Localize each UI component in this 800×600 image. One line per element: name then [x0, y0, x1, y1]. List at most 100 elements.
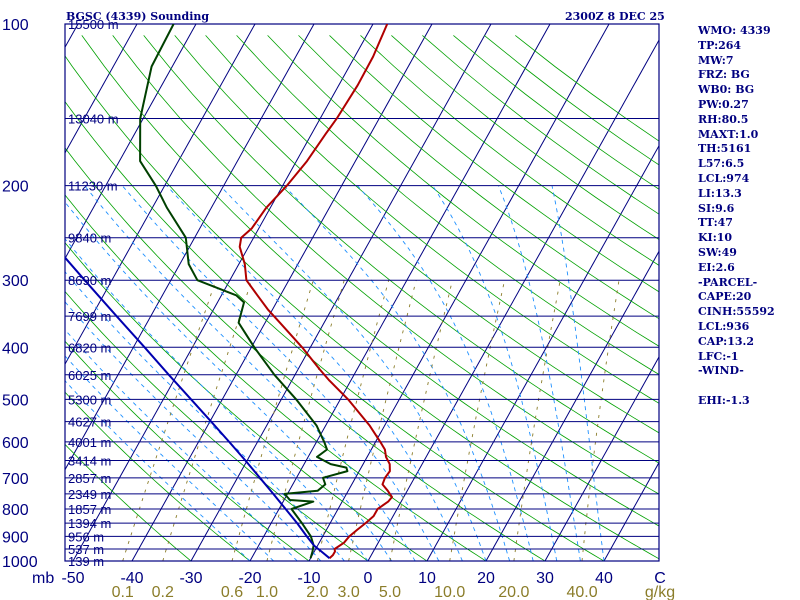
mixing-ratio-tick-label: 10.0 — [434, 584, 465, 600]
height-label: 15500 m — [68, 17, 119, 32]
index-line: CINH:55592 — [698, 305, 775, 319]
height-label: 9840 m — [68, 231, 111, 246]
pressure-tick-label: 1000 — [2, 554, 38, 571]
mixing-ratio-line — [449, 280, 506, 561]
dry-adiabat-line — [360, 35, 659, 266]
mixing-ratio-line — [316, 280, 390, 561]
height-label: 956 m — [68, 529, 104, 544]
temperature-tick-label: 0 — [364, 570, 373, 587]
pressure-unit-label: mb — [32, 570, 54, 587]
index-line: WMO: 4339 — [698, 24, 771, 37]
pressure-tick-label: 200 — [2, 179, 29, 196]
mixing-ratio-tick-label: 5.0 — [379, 584, 401, 600]
index-line: CAP:13.2 — [698, 334, 755, 348]
stability-indices-panel: WMO: 4339 TP:264 MW:7 FRZ: BG WB0: BG PW:0.27… — [698, 24, 798, 409]
mixing-ratio-tick-label: 0.1 — [112, 584, 134, 600]
pressure-tick-label: 400 — [2, 340, 29, 357]
dry-adiabat-line — [65, 55, 659, 560]
height-label: 6025 m — [68, 368, 111, 383]
mixing-ratio-tick-label: 40.0 — [566, 584, 597, 600]
index-line — [698, 379, 798, 394]
isotherm-line — [72, 24, 374, 561]
dry-adiabat-line — [65, 391, 251, 561]
temperature-unit-label: C — [654, 570, 666, 587]
height-label: 3414 m — [68, 454, 111, 469]
temperature-tick-label: 30 — [536, 570, 554, 587]
index-line: RH:80.5 — [698, 112, 749, 126]
mixing-ratio-line — [389, 280, 453, 561]
grid-lines — [64, 23, 660, 562]
mixing-ratio-tick-label: 1.0 — [256, 584, 278, 600]
isotherm-line — [190, 24, 492, 561]
mixing-ratio-tick-label: 2.0 — [306, 584, 328, 600]
mixing-ratio-tick-label: 20.0 — [498, 584, 529, 600]
temperature-tick-label: 40 — [595, 570, 613, 587]
height-label: 1394 m — [68, 516, 111, 531]
temperature-tick-label: 10 — [418, 570, 436, 587]
index-line: MW:7 — [698, 53, 734, 67]
height-label: 139 m — [68, 554, 104, 569]
index-line: L57:6.5 — [698, 157, 745, 171]
moist-adiabat-line — [121, 185, 440, 561]
height-label: 11230 m — [68, 179, 118, 194]
chart-title: BGSC (4339) Sounding — [66, 10, 209, 23]
pressure-tick-label: 100 — [2, 17, 29, 34]
moist-adiabat-line — [166, 185, 463, 561]
dry-adiabat-line — [267, 35, 659, 347]
plot-frame — [64, 23, 660, 562]
isotherm-line — [65, 24, 256, 366]
height-label: 2857 m — [68, 471, 111, 486]
dry-adiabat-line — [65, 290, 369, 561]
dry-adiabat-line — [65, 194, 487, 561]
isotherm-line — [367, 39, 659, 561]
dry-adiabat-line — [65, 443, 192, 561]
index-line: EI:2.6 — [698, 260, 735, 274]
index-line: SI:9.6 — [698, 201, 735, 215]
moist-adiabat-line — [65, 355, 274, 561]
index-line: SW:49 — [698, 245, 737, 259]
sounding-series — [65, 24, 393, 559]
index-line: KI:10 — [698, 231, 733, 245]
dry-adiabat-line — [329, 35, 659, 293]
temperature-tick-label: -10 — [297, 570, 320, 587]
dry-adiabat-line — [143, 35, 659, 464]
plot-area — [65, 24, 659, 561]
height-label: 6820 m — [68, 340, 111, 355]
temperature-tick-label: -20 — [238, 570, 261, 587]
index-line: LCL:974 — [698, 171, 750, 185]
isotherm-line — [603, 461, 659, 561]
dry-adiabat-line — [65, 242, 428, 561]
mixing-ratio-unit-label: g/kg — [645, 584, 675, 600]
index-line: -WIND- — [698, 364, 744, 378]
dry-adiabat-line — [112, 35, 659, 495]
index-line: TT:47 — [698, 216, 733, 230]
index-line: LFC:-1 — [698, 349, 739, 363]
index-line: FRZ: BG — [698, 68, 750, 82]
pressure-tick-label: 500 — [2, 392, 29, 409]
height-label: 5300 m — [68, 392, 111, 407]
mixing-ratio-line — [266, 280, 345, 561]
dry-adiabat-line — [205, 35, 659, 404]
height-label: 13040 m — [68, 112, 119, 127]
index-line: EHI:-1.3 — [698, 393, 750, 407]
valid-time: 2300Z 8 DEC 25 — [565, 10, 665, 23]
temperature-tick-label: 20 — [477, 570, 495, 587]
height-label: 7699 m — [68, 309, 111, 324]
moist-adiabat-line — [283, 185, 511, 561]
height-label: 4627 m — [68, 415, 111, 430]
dry-adiabat-line — [81, 35, 659, 527]
dry-adiabat-line — [298, 35, 659, 320]
pressure-tick-label: 900 — [2, 529, 29, 546]
height-label: 2349 m — [68, 487, 111, 502]
pressure-tick-label: 800 — [2, 502, 29, 519]
temperature-profile-line — [238, 24, 393, 559]
index-line: CAPE:20 — [698, 290, 752, 304]
temperature-tick-label: -30 — [179, 570, 202, 587]
height-label: 4001 m — [68, 435, 111, 450]
isotherm-line — [426, 144, 659, 561]
moist-adiabat-line — [65, 380, 251, 561]
index-line: PW:0.27 — [698, 97, 749, 111]
dry-adiabat-line — [174, 35, 659, 434]
